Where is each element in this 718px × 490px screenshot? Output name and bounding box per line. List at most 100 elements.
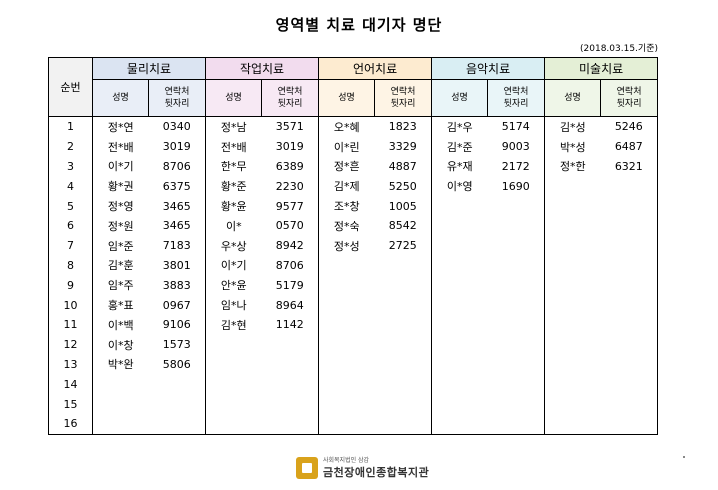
cell-contact: 3571 [261, 116, 320, 137]
cell-contact: 3465 [148, 215, 207, 236]
header-music-therapy: 음악치료 [431, 57, 546, 80]
cell-name [544, 196, 601, 216]
cell-name [431, 215, 488, 236]
cell-name [431, 275, 488, 296]
cell-contact: 6487 [600, 136, 659, 157]
cell-name [431, 394, 488, 414]
cell-contact [374, 295, 433, 315]
cell-name [318, 413, 375, 435]
cell-contact [374, 374, 433, 395]
subheader-name: 성명 [92, 79, 149, 117]
subheader-contact: 연락처 뒷자리 [374, 79, 433, 117]
cell-name: 김*준 [431, 136, 488, 157]
row-number: 6 [48, 215, 93, 236]
cell-contact: 1823 [374, 116, 433, 137]
cell-contact [374, 413, 433, 435]
cell-contact [261, 394, 320, 414]
cell-contact [148, 413, 207, 435]
subheader-contact-line2: 뒷자리 [164, 99, 190, 109]
cell-contact [261, 413, 320, 435]
cell-name: 임*주 [92, 275, 149, 296]
cell-contact: 2230 [261, 176, 320, 197]
cell-contact [600, 235, 659, 256]
cell-name: 박*완 [92, 354, 149, 375]
cell-contact [487, 196, 546, 216]
cell-contact [487, 314, 546, 335]
cell-name: 임*준 [92, 235, 149, 256]
cell-contact [600, 176, 659, 197]
row-number: 16 [48, 413, 93, 435]
row-number: 12 [48, 334, 93, 355]
cell-contact: 4887 [374, 156, 433, 177]
cell-name [544, 413, 601, 435]
cell-contact: 3019 [148, 136, 207, 157]
cell-contact: 9003 [487, 136, 546, 157]
cell-name: 황*윤 [205, 196, 262, 216]
table-row: 15 [48, 394, 659, 414]
cell-contact: 5174 [487, 116, 546, 137]
cell-contact [487, 235, 546, 256]
cell-name: 김*성 [544, 116, 601, 137]
cell-contact: 1142 [261, 314, 320, 335]
table-row: 6 정*원 3465 이* 0570 정*숙 8542 [48, 215, 659, 236]
cell-name: 이*영 [431, 176, 488, 197]
table-row: 14 [48, 374, 659, 395]
cell-name [431, 413, 488, 435]
cell-name [544, 255, 601, 276]
subheader-contact-line2: 뒷자리 [277, 99, 303, 109]
page-title: 영역별 치료 대기자 명단 [275, 16, 443, 34]
cell-contact [148, 374, 207, 395]
cell-name: 안*윤 [205, 275, 262, 296]
row-number: 2 [48, 136, 93, 157]
row-number: 4 [48, 176, 93, 197]
cell-name: 이*기 [205, 255, 262, 276]
cell-name [92, 374, 149, 395]
row-number: 1 [48, 116, 93, 137]
subheader-name: 성명 [318, 79, 376, 117]
cell-name: 이*백 [92, 314, 149, 335]
cell-contact: 6321 [600, 156, 659, 177]
stray-dot [683, 456, 685, 458]
cell-contact [600, 215, 659, 236]
cell-name: 오*혜 [318, 116, 375, 137]
cell-name [544, 295, 601, 315]
subheader-name: 성명 [205, 79, 263, 117]
cell-name [205, 374, 262, 395]
row-number: 8 [48, 255, 93, 276]
subheader-contact: 연락처 뒷자리 [147, 79, 207, 117]
table-row: 3 이*기 8706 한*무 6389 정*흔 4887 유*재 2172 정*한 6321 [48, 156, 659, 177]
cell-name [544, 354, 601, 375]
table-row: 7 임*준 7183 우*상 8942 정*성 2725 [48, 235, 659, 256]
organization-logo-icon [296, 456, 318, 479]
cell-contact: 5179 [261, 275, 320, 296]
table-row: 9 임*주 3883 안*윤 5179 [48, 275, 659, 296]
cell-contact [487, 275, 546, 296]
cell-contact: 8542 [374, 215, 433, 236]
cell-contact [487, 295, 546, 315]
cell-contact [374, 255, 433, 276]
cell-name [318, 334, 375, 355]
row-number: 13 [48, 354, 93, 375]
cell-contact: 6375 [148, 176, 207, 197]
cell-contact: 8964 [261, 295, 320, 315]
cell-contact [600, 295, 659, 315]
cell-name [544, 394, 601, 414]
cell-name [318, 255, 375, 276]
footer-logo: 사회복지법인 삼감 금천장애인종합복지관 [296, 455, 429, 480]
subheader-contact-line2: 뒷자리 [616, 99, 642, 109]
cell-name: 정*연 [92, 116, 149, 137]
cell-name [318, 275, 375, 296]
cell-contact [374, 275, 433, 296]
cell-contact [600, 314, 659, 335]
cell-contact: 3465 [148, 196, 207, 216]
cell-contact [374, 394, 433, 414]
cell-name: 정*흔 [318, 156, 375, 177]
header-occupational-therapy: 작업치료 [205, 57, 320, 80]
cell-name [318, 374, 375, 395]
cell-name [544, 374, 601, 395]
cell-name [544, 314, 601, 335]
cell-name [431, 354, 488, 375]
cell-name: 이* [205, 215, 262, 236]
cell-name [318, 354, 375, 375]
cell-contact [261, 354, 320, 375]
